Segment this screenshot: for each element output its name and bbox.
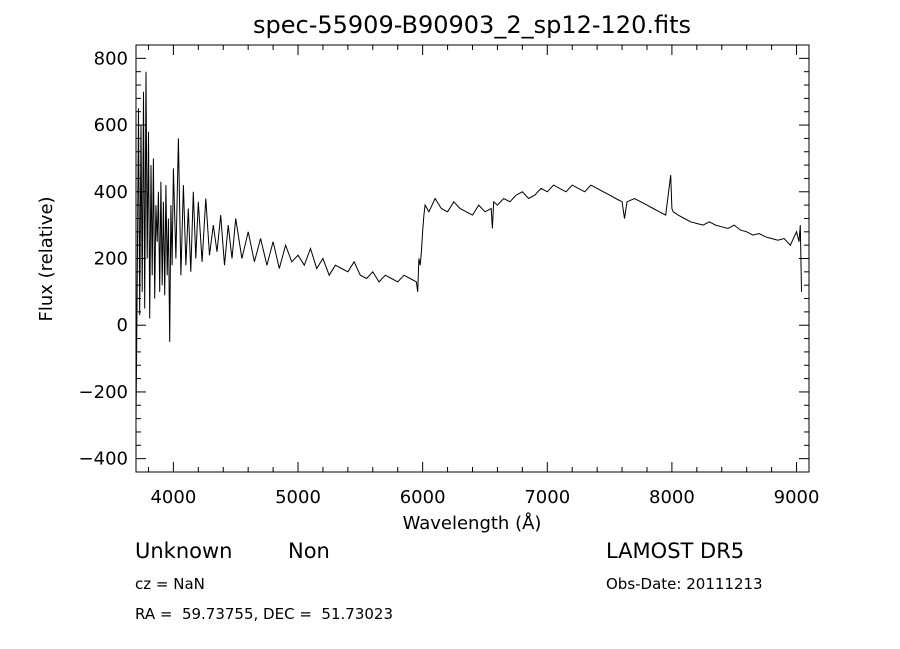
axis-tick-labels: 4000 5000 6000 7000 8000 9000 −400 −200 0 200 400 6… — [79, 48, 820, 508]
x-tick-label: 5000 — [275, 487, 321, 508]
chart-title: spec-55909-B90903_2_sp12-120.fits — [253, 11, 691, 39]
y-tick-label: 400 — [94, 182, 128, 203]
x-axis-label: Wavelength (Å) — [403, 512, 542, 534]
plot-frame — [135, 44, 810, 473]
y-tick-label: 200 — [94, 249, 128, 270]
y-axis-label: Flux (relative) — [36, 196, 57, 321]
y-tick-label: −200 — [79, 382, 128, 403]
object-class: Unknown — [135, 539, 233, 563]
axis-ticks — [136, 44, 809, 473]
coords-line: RA = 59.73755, DEC = 51.73023 — [135, 605, 394, 623]
redshift-line: cz = NaN — [135, 575, 205, 593]
obs-date-line: Obs-Date: 20111213 — [606, 575, 763, 593]
object-subclass: Non — [288, 539, 330, 563]
x-tick-label: 8000 — [649, 487, 695, 508]
x-tick-label: 7000 — [524, 487, 570, 508]
x-tick-label: 4000 — [150, 487, 196, 508]
spectrum-line — [135, 71, 802, 423]
y-tick-label: 600 — [94, 115, 128, 136]
x-tick-label: 6000 — [400, 487, 446, 508]
y-tick-label: 800 — [94, 48, 128, 69]
survey-name: LAMOST DR5 — [606, 539, 745, 563]
y-tick-label: 0 — [117, 315, 128, 336]
y-tick-label: −400 — [79, 449, 128, 470]
x-tick-label: 9000 — [774, 487, 820, 508]
